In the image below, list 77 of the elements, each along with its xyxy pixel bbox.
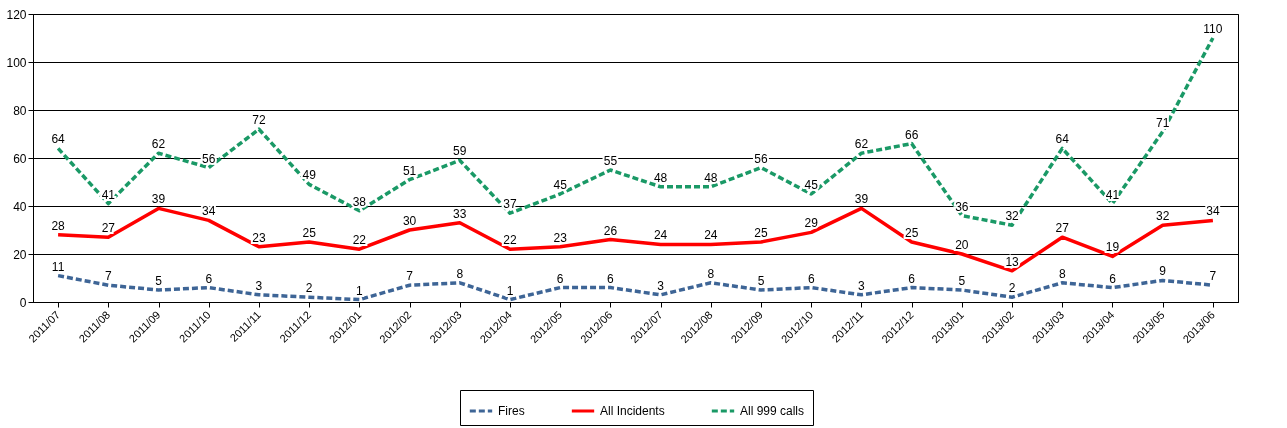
data-label: 71 (1156, 115, 1170, 130)
data-label: 11 (51, 259, 65, 274)
data-label: 6 (807, 271, 815, 286)
data-label: 8 (707, 266, 715, 281)
data-label: 39 (854, 192, 869, 207)
data-label: 6 (205, 271, 213, 286)
data-label: 27 (101, 221, 116, 236)
data-label: 49 (302, 168, 317, 183)
data-label: 5 (757, 274, 765, 288)
data-label: 6 (908, 271, 916, 286)
y-tick-label: 40 (13, 199, 27, 214)
data-label: 6 (556, 271, 564, 286)
data-label: 7 (104, 269, 112, 284)
data-label: 39 (151, 192, 166, 207)
legend-label: All 999 calls (740, 404, 805, 418)
data-label: 28 (51, 218, 66, 233)
data-label: 30 (402, 214, 417, 228)
data-label: 8 (456, 266, 464, 281)
data-label: 22 (503, 233, 517, 248)
data-label: 23 (252, 230, 266, 245)
data-label: 3 (858, 278, 866, 293)
y-tick-label: 60 (13, 151, 27, 166)
y-tick-label: 120 (6, 7, 27, 22)
data-label: 25 (302, 226, 317, 240)
data-label: 45 (804, 178, 819, 192)
data-label: 32 (1005, 209, 1020, 224)
data-label: 51 (402, 163, 417, 178)
data-label: 29 (804, 216, 819, 231)
data-label: 66 (904, 127, 919, 142)
legend-label: Fires (498, 404, 525, 418)
data-label: 5 (155, 274, 163, 288)
data-label: 2 (305, 281, 313, 296)
data-label: 45 (553, 178, 568, 192)
data-label: 22 (352, 233, 367, 248)
data-label: 25 (904, 226, 919, 240)
data-label: 64 (1055, 132, 1070, 147)
data-label: 34 (1206, 204, 1220, 219)
data-label: 24 (653, 228, 668, 243)
data-label: 41 (1105, 187, 1120, 202)
data-label: 8 (1058, 266, 1066, 281)
data-label: 32 (1156, 209, 1170, 224)
legend-label: All Incidents (600, 404, 665, 418)
data-label: 27 (1055, 221, 1070, 236)
data-label: 7 (1209, 269, 1217, 284)
data-label: 20 (955, 238, 969, 252)
data-label: 3 (255, 278, 263, 293)
data-label: 25 (754, 226, 769, 240)
y-tick-label: 20 (13, 247, 27, 262)
data-label: 38 (352, 194, 367, 209)
data-label: 48 (653, 170, 668, 185)
data-label: 33 (453, 206, 467, 221)
data-label: 6 (1109, 271, 1117, 286)
data-label: 1 (356, 283, 364, 298)
data-label: 64 (51, 132, 66, 147)
data-label: 110 (1203, 22, 1223, 36)
y-tick-label: 100 (6, 55, 27, 70)
data-label: 9 (1159, 264, 1167, 279)
data-label: 13 (1005, 254, 1020, 269)
data-label: 19 (1105, 240, 1120, 255)
data-label: 72 (252, 113, 266, 128)
data-label: 59 (453, 144, 467, 159)
y-tick-label: 80 (13, 103, 27, 118)
data-label: 1 (506, 283, 514, 298)
data-label: 6 (607, 271, 615, 286)
data-label: 62 (854, 137, 869, 152)
y-tick-label: 0 (19, 295, 27, 310)
data-label: 62 (151, 137, 166, 152)
data-label: 26 (603, 223, 618, 238)
data-label: 34 (202, 204, 216, 219)
data-label: 7 (406, 269, 414, 284)
data-label: 5 (958, 274, 966, 288)
data-label: 24 (704, 228, 718, 243)
data-label: 2 (1008, 281, 1016, 296)
data-label: 41 (101, 187, 116, 202)
data-label: 23 (553, 230, 568, 245)
data-label: 48 (704, 170, 718, 185)
data-label: 3 (657, 278, 665, 293)
